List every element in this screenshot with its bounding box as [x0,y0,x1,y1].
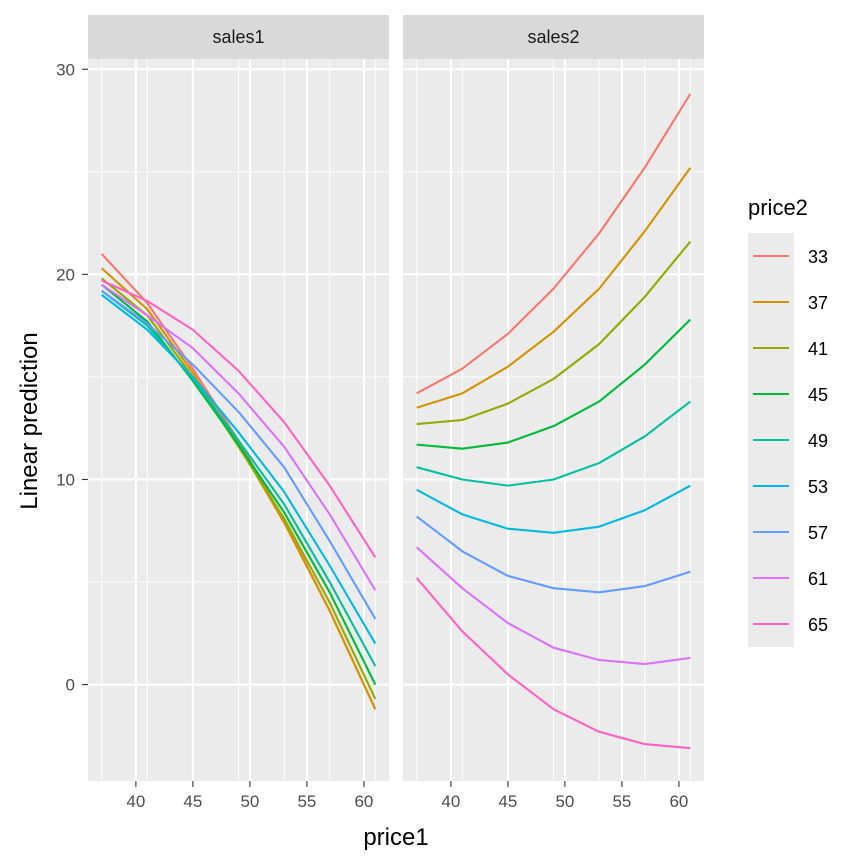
series-line-sales1-49 [101,289,377,667]
series-line-sales2-41 [416,240,692,426]
series-line-sales2-49 [416,400,691,487]
series-line-sales2-53 [416,484,691,534]
facet-strip-label: sales1 [212,27,264,47]
plot-area: 0 10 20 30 sales1 40 45 50 55 60 sales2 40 45 50 55 60 [56,15,704,811]
legend-title: price2 [748,195,808,220]
series-line-sales2-57 [416,515,691,594]
facet-strip [88,15,389,59]
legend-label: 49 [808,431,828,451]
series-line-sales1-65 [101,279,377,558]
series-line-sales2-37 [416,167,692,409]
y-axis-title: Linear prediction [16,332,43,509]
legend-label: 41 [808,339,828,359]
x-tick-label: 50 [240,792,259,811]
x-axis-title: price1 [363,824,428,851]
series-line-sales1-53 [101,294,377,645]
y-tick-label: 0 [66,676,75,695]
series-line-sales1-45 [101,283,377,686]
legend-label: 53 [808,477,828,497]
series-line-sales1-57 [101,289,377,620]
x-tick-label: 55 [297,792,316,811]
series-line-sales2-45 [416,318,692,450]
facet-strip-label: sales2 [527,27,579,47]
y-tick-label: 20 [56,265,75,284]
x-tick-label: 40 [441,792,460,811]
x-tick-label: 60 [669,792,688,811]
x-tick-label: 45 [183,792,202,811]
series-line-sales2-65 [415,577,691,750]
series-line-sales2-61 [415,546,691,666]
y-tick-label: 30 [56,60,75,79]
series-line-sales2-33 [416,93,692,395]
legend-label: 45 [808,385,828,405]
legend-label: 61 [808,569,828,589]
x-tick-label: 55 [612,792,631,811]
x-tick-label: 45 [498,792,517,811]
y-tick-label: 10 [56,470,75,489]
legend-label: 33 [808,247,828,267]
x-tick-label: 60 [354,792,373,811]
x-tick-label: 40 [126,792,145,811]
legend: price2 33 37 41 45 49 53 57 61 65 [748,195,828,647]
legend-label: 57 [808,523,828,543]
series-line-sales1-61 [101,283,377,591]
x-tick-label: 50 [555,792,574,811]
legend-label: 65 [808,615,828,635]
legend-label: 37 [808,293,828,313]
facet-strip [403,15,704,59]
